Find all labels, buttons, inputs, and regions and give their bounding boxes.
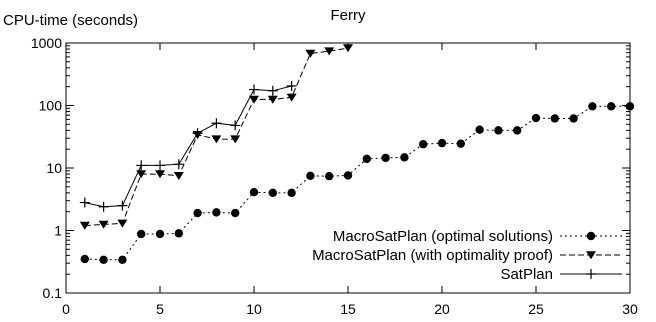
series-layer <box>79 44 635 264</box>
data-point <box>306 171 315 181</box>
data-point <box>249 84 259 95</box>
data-point <box>325 171 334 181</box>
data-point <box>437 138 447 148</box>
data-point <box>249 95 259 104</box>
data-point <box>286 81 297 92</box>
data-point <box>550 114 559 123</box>
data-point <box>400 153 409 162</box>
y-tick-label: 1 <box>54 223 62 239</box>
data-point <box>419 140 428 149</box>
data-point <box>343 44 353 53</box>
data-point <box>268 188 277 198</box>
data-point <box>343 171 353 180</box>
legend-label: SatPlan <box>500 266 553 283</box>
data-point <box>212 208 221 217</box>
data-point <box>287 188 296 198</box>
data-point <box>136 160 147 171</box>
data-point <box>174 229 183 238</box>
data-point <box>625 102 635 111</box>
data-point <box>99 255 108 264</box>
y-tick-label: 10 <box>46 160 62 176</box>
legend-label: MacroSatPlan (optimal solutions) <box>333 228 553 245</box>
data-point <box>155 229 165 239</box>
x-tick-label: 15 <box>340 301 356 317</box>
y-tick-label: 100 <box>39 98 63 114</box>
data-point <box>230 120 241 131</box>
data-point <box>79 197 90 208</box>
legend-marker <box>586 231 596 241</box>
data-point <box>173 159 184 170</box>
data-point <box>305 49 316 58</box>
data-point <box>475 125 484 134</box>
data-point <box>136 170 147 179</box>
data-point <box>118 255 127 264</box>
data-point <box>513 126 522 135</box>
data-point <box>249 188 259 197</box>
data-point <box>117 219 128 228</box>
data-point <box>286 93 297 102</box>
data-point <box>607 102 616 111</box>
data-point <box>173 172 184 181</box>
data-point <box>79 221 90 230</box>
data-point <box>381 153 390 163</box>
data-point <box>231 208 240 218</box>
data-point <box>267 95 278 104</box>
axis-ticks: 0 5 10 15 20 25 30 0.1 1 10 100 1000 <box>31 35 638 317</box>
data-point <box>456 139 465 148</box>
legend-marker <box>586 251 596 260</box>
y-tick-label: 0.1 <box>43 285 63 301</box>
x-tick-label: 25 <box>528 301 544 317</box>
legend: MacroSatPlan (optimal solutions) MacroSat… <box>312 228 622 283</box>
data-point <box>80 254 90 264</box>
series-2 <box>79 44 353 230</box>
data-point <box>588 102 597 111</box>
data-point <box>211 135 222 144</box>
data-point <box>98 201 109 212</box>
x-tick-label: 30 <box>622 301 638 317</box>
data-point <box>362 154 371 164</box>
data-point <box>155 160 165 171</box>
data-point <box>494 126 503 135</box>
data-point <box>192 128 203 139</box>
x-tick-label: 20 <box>434 301 450 317</box>
legend-label: MacroSatPlan (with optimality proof) <box>312 247 553 264</box>
y-axis-label: CPU-time (seconds) <box>3 12 138 29</box>
data-point <box>531 113 541 123</box>
data-point <box>230 135 241 144</box>
y-tick-label: 1000 <box>31 35 62 51</box>
data-point <box>137 229 146 239</box>
data-point <box>98 220 109 229</box>
chart-title: Ferry <box>331 7 366 24</box>
data-point <box>569 114 578 123</box>
x-tick-label: 0 <box>62 301 70 317</box>
data-point <box>193 208 202 218</box>
x-tick-label: 5 <box>156 301 164 317</box>
series-line <box>84 85 292 208</box>
x-tick-label: 10 <box>246 301 262 317</box>
series-1 <box>80 102 635 264</box>
data-point <box>117 200 128 211</box>
data-point <box>155 170 165 179</box>
data-point <box>267 85 278 96</box>
data-point <box>211 118 222 129</box>
data-point <box>324 47 335 56</box>
series-3 <box>79 81 297 212</box>
legend-marker <box>586 269 596 279</box>
